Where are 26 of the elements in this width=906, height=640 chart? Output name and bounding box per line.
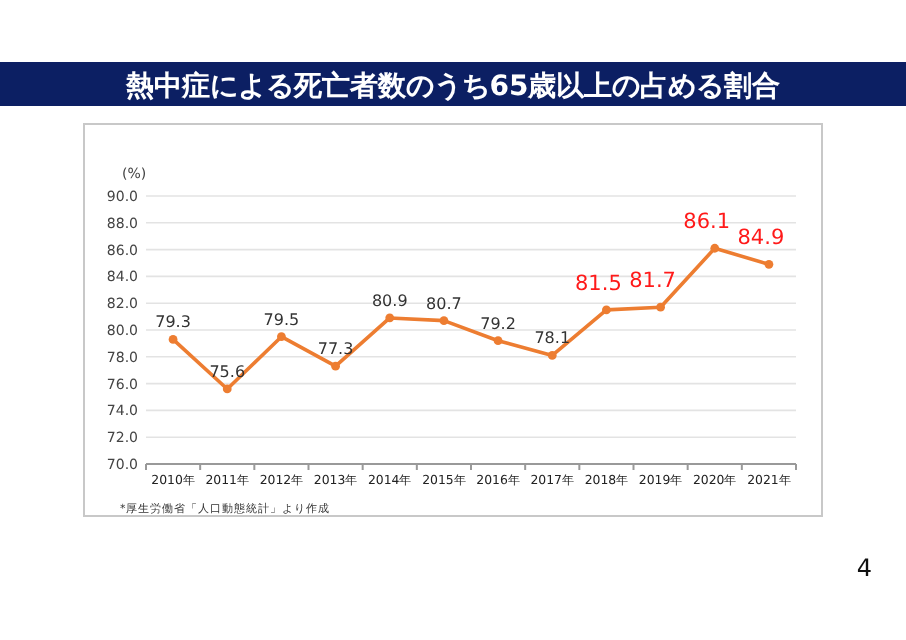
text: 80.9: [371, 291, 408, 310]
point: [277, 332, 286, 342]
annotation: 86.1: [683, 210, 731, 235]
point: [656, 302, 665, 312]
annotation: 81.5: [575, 271, 622, 296]
point: [493, 336, 503, 346]
text: 79.2: [480, 314, 516, 333]
point: [710, 243, 720, 253]
point: [385, 313, 395, 323]
point: [331, 361, 340, 371]
point: [602, 305, 611, 315]
text: 77.3: [317, 340, 354, 359]
point: [168, 334, 178, 344]
point: [439, 316, 449, 326]
point: [764, 259, 774, 269]
point: [222, 384, 232, 394]
annotation: 84.9: [737, 226, 785, 251]
chart-title: 熱中症による死亡者数のうち65歳以上の占める割合: [123, 69, 781, 103]
point: [547, 351, 557, 360]
text: 79.3: [155, 313, 191, 332]
text: 80.7: [426, 294, 462, 313]
text: 78.1: [534, 329, 571, 348]
annotation: 81.7: [629, 269, 676, 294]
text: 4: [856, 554, 872, 582]
text: 75.6: [209, 362, 246, 381]
text: 79.5: [263, 310, 300, 329]
